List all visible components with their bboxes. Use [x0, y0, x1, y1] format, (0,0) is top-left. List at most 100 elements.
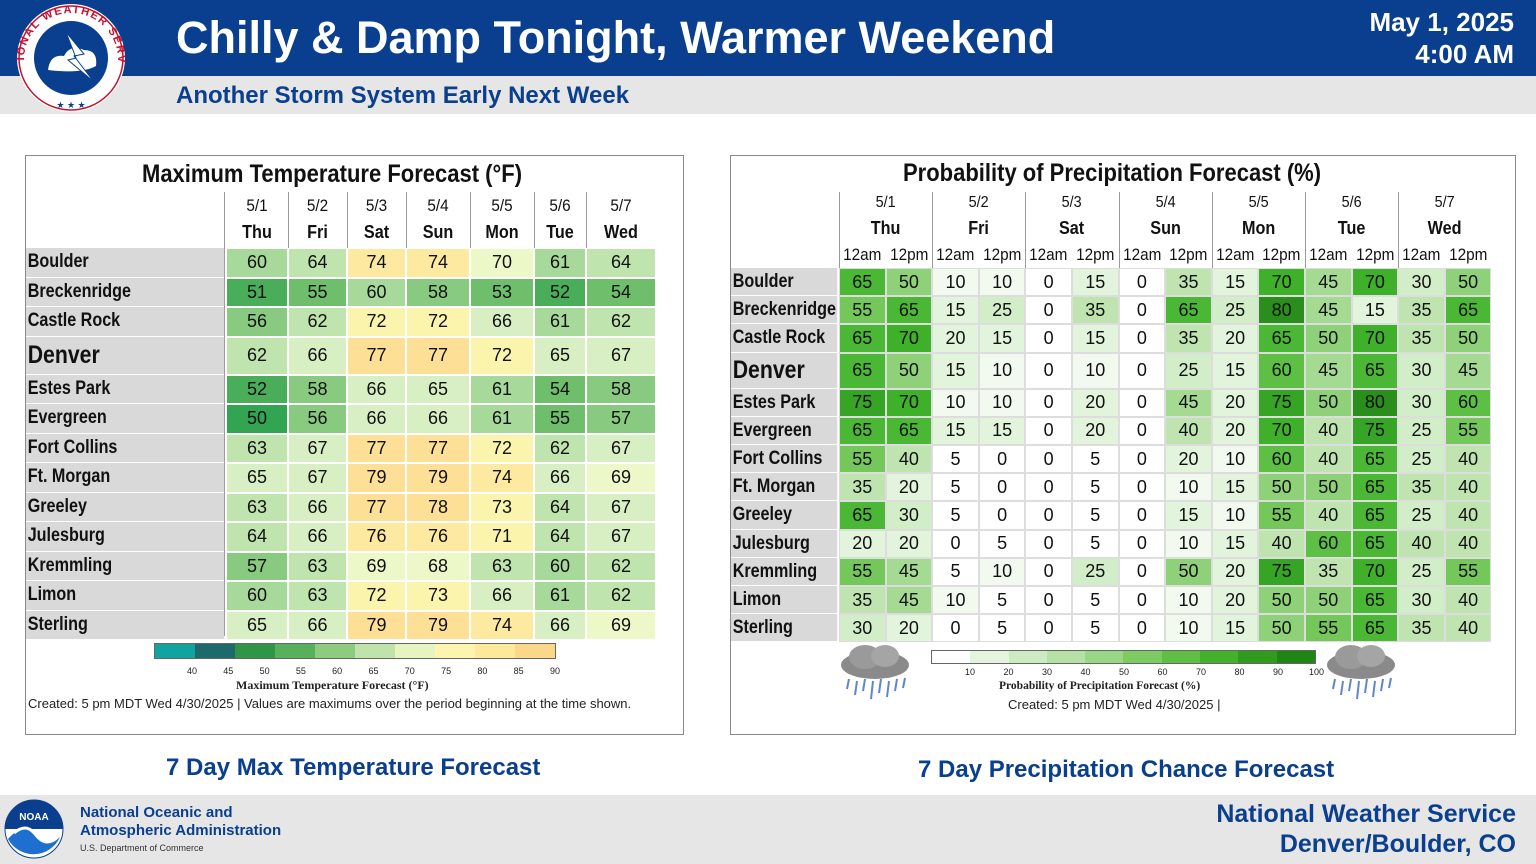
pop-cell: 0	[1025, 416, 1072, 445]
city-label: Estes Park	[731, 388, 837, 416]
pop-cell: 40	[1398, 529, 1445, 558]
pop-cell: 75	[839, 388, 886, 417]
day-date-header: 5/1	[246, 196, 268, 215]
legend-tick-label: 75	[441, 666, 452, 676]
column-divider	[224, 192, 225, 636]
max-temp-note: Created: 5 pm MDT Wed 4/30/2025 | Values…	[28, 696, 632, 711]
pop-cell: 45	[1165, 388, 1212, 417]
pop-cell: 45	[885, 586, 933, 615]
pop-cell: 75	[1351, 416, 1399, 445]
temp-cell: 69	[347, 551, 406, 581]
day-name-header: Mon	[485, 222, 519, 242]
pop-cell: 15	[1165, 501, 1212, 530]
pop-cell: 35	[1398, 324, 1445, 353]
pop-cell: 15	[1211, 529, 1259, 558]
temp-cell: 72	[347, 581, 406, 611]
city-label: Estes Park	[26, 374, 224, 403]
noaa-logo: NOAA	[4, 799, 64, 859]
day-date-header: 5/5	[491, 196, 513, 215]
pop-cell: 10	[978, 268, 1026, 297]
pop-cell: 25	[978, 296, 1026, 325]
legend-swatch	[1008, 651, 1047, 663]
temp-cell: 66	[288, 522, 347, 552]
temp-cell: 77	[347, 336, 406, 375]
temp-cell: 60	[534, 551, 586, 581]
pop-cell: 0	[978, 445, 1026, 474]
pop-cell: 50	[1305, 586, 1352, 615]
pop-cell: 25	[1398, 416, 1445, 445]
pop-cell: 5	[978, 529, 1026, 558]
temp-cell: 78	[406, 492, 470, 522]
temp-cell: 72	[470, 336, 534, 375]
pop-cell: 30	[1398, 586, 1445, 615]
day-name-header: Thu	[242, 222, 272, 242]
legend-swatch	[235, 644, 275, 658]
temp-cell: 52	[534, 277, 586, 307]
legend-tick-label: 60	[332, 666, 343, 676]
legend-tick-label: 10	[964, 667, 976, 677]
pop-cell: 35	[1398, 614, 1445, 643]
day-date-header: 5/3	[1061, 194, 1082, 211]
temp-cell: 79	[406, 463, 470, 493]
pop-cell: 0	[1118, 501, 1166, 530]
pop-cell: 65	[885, 296, 933, 325]
pop-cell: 70	[885, 324, 933, 353]
pop-cell: 5	[1072, 501, 1119, 530]
pop-cell: 20	[932, 324, 979, 353]
day-name-header: Sun	[1149, 218, 1181, 238]
legend-swatch	[970, 651, 1009, 663]
day-date-header: 5/1	[875, 194, 896, 211]
pop-cell: 0	[1025, 473, 1072, 502]
pop-cell: 10	[1072, 352, 1119, 389]
pop-cell: 10	[1165, 614, 1212, 643]
city-label: Denver	[731, 352, 837, 388]
pop-cell: 65	[839, 324, 886, 353]
pop-cell: 45	[1444, 352, 1492, 389]
legend-swatch	[275, 644, 315, 658]
pop-cell: 5	[978, 586, 1026, 615]
pop-cell: 40	[1305, 501, 1352, 530]
pop-note: Created: 5 pm MDT Wed 4/30/2025 |	[1008, 697, 1221, 712]
max-temp-panel: Maximum Temperature Forecast (°F) 5/1 Thu…	[25, 155, 684, 735]
pop-cell: 15	[1072, 268, 1119, 297]
pop-cell: 40	[885, 445, 933, 474]
temp-cell: 60	[226, 248, 288, 278]
period-header: 12pm	[1169, 245, 1208, 264]
temp-cell: 63	[226, 433, 288, 463]
pop-cell: 50	[1444, 324, 1492, 353]
legend-tick-label: 70	[404, 666, 415, 676]
legend-swatch	[395, 644, 435, 658]
pop-cell: 35	[1305, 557, 1352, 586]
pop-cell: 15	[932, 352, 979, 389]
pop-cell: 40	[1305, 445, 1352, 474]
city-label: Kremmling	[26, 551, 224, 580]
temp-cell: 62	[586, 581, 656, 611]
city-label: Breckenridge	[26, 277, 224, 306]
temp-cell: 79	[347, 463, 406, 493]
legend-swatch	[1200, 651, 1239, 663]
city-label: Denver	[26, 336, 224, 374]
temp-cell: 65	[534, 336, 586, 375]
issue-time: 4:00 AM	[1415, 39, 1514, 69]
pop-cell: 10	[1165, 529, 1212, 558]
day-date-header: 5/6	[1341, 194, 1362, 211]
temp-cell: 64	[288, 248, 347, 278]
pop-cell: 15	[932, 296, 979, 325]
pop-cell: 80	[1351, 388, 1399, 417]
legend-tick-label: 40	[186, 666, 198, 676]
pop-cell: 0	[1025, 268, 1072, 297]
pop-cell: 5	[1072, 473, 1119, 502]
temp-cell: 66	[406, 404, 470, 434]
legend-tick-label: 20	[1003, 667, 1014, 677]
temp-cell: 77	[347, 492, 406, 522]
day-name-header: Tue	[546, 222, 574, 242]
pop-cell: 40	[1258, 529, 1305, 558]
legend-swatch	[315, 644, 355, 658]
temp-cell: 60	[226, 581, 288, 611]
city-label: Ft. Morgan	[731, 473, 837, 501]
noaa-name-line1: National Oceanic and	[80, 804, 233, 821]
city-label: Kremmling	[731, 557, 837, 585]
legend-tick-label: 50	[1118, 667, 1130, 677]
pop-cell: 45	[1305, 296, 1352, 325]
period-header: 12pm	[889, 245, 929, 264]
